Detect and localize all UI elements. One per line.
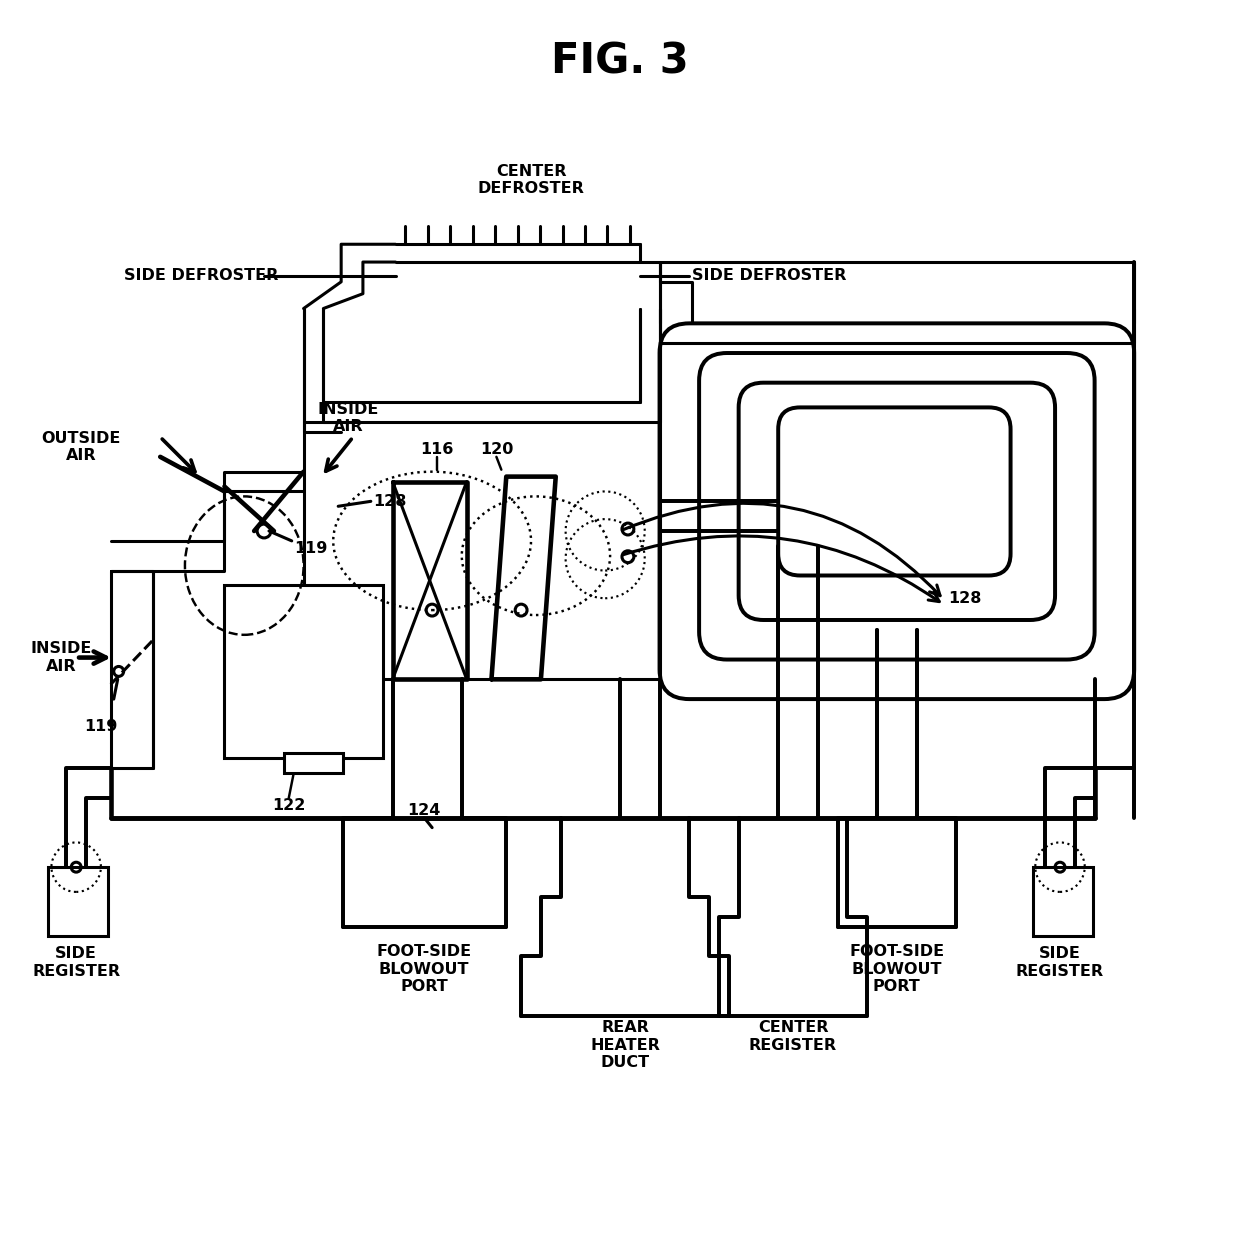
- FancyArrowPatch shape: [622, 536, 939, 602]
- Text: 124: 124: [408, 802, 441, 818]
- Text: OUTSIDE
AIR: OUTSIDE AIR: [41, 431, 120, 463]
- Text: 128: 128: [949, 591, 982, 605]
- Bar: [48, 867, 108, 936]
- Text: 128: 128: [373, 494, 407, 509]
- Text: INSIDE
AIR: INSIDE AIR: [317, 401, 378, 435]
- Text: 119: 119: [294, 541, 327, 556]
- Text: CENTER
DEFROSTER: CENTER DEFROSTER: [477, 163, 584, 196]
- Text: FIG. 3: FIG. 3: [551, 41, 689, 83]
- Bar: [284, 754, 343, 774]
- Bar: [224, 586, 383, 759]
- Text: SIDE
REGISTER: SIDE REGISTER: [1016, 946, 1104, 979]
- Text: 119: 119: [84, 719, 118, 734]
- Text: REAR
HEATER
DUCT: REAR HEATER DUCT: [590, 1020, 660, 1070]
- Text: 122: 122: [272, 799, 305, 813]
- Text: SIDE DEFROSTER: SIDE DEFROSTER: [692, 269, 847, 284]
- Text: SIDE
REGISTER: SIDE REGISTER: [32, 946, 120, 979]
- Text: FOOT-SIDE
BLOWOUT
PORT: FOOT-SIDE BLOWOUT PORT: [849, 945, 945, 994]
- Text: CENTER
REGISTER: CENTER REGISTER: [749, 1020, 837, 1052]
- Text: 116: 116: [420, 442, 454, 457]
- Text: INSIDE
AIR: INSIDE AIR: [31, 641, 92, 673]
- Text: 120: 120: [480, 442, 513, 457]
- Text: FOOT-SIDE
BLOWOUT
PORT: FOOT-SIDE BLOWOUT PORT: [377, 945, 471, 994]
- Text: SIDE DEFROSTER: SIDE DEFROSTER: [124, 269, 278, 284]
- Polygon shape: [491, 477, 556, 680]
- FancyArrowPatch shape: [622, 504, 940, 595]
- Bar: [1033, 867, 1092, 936]
